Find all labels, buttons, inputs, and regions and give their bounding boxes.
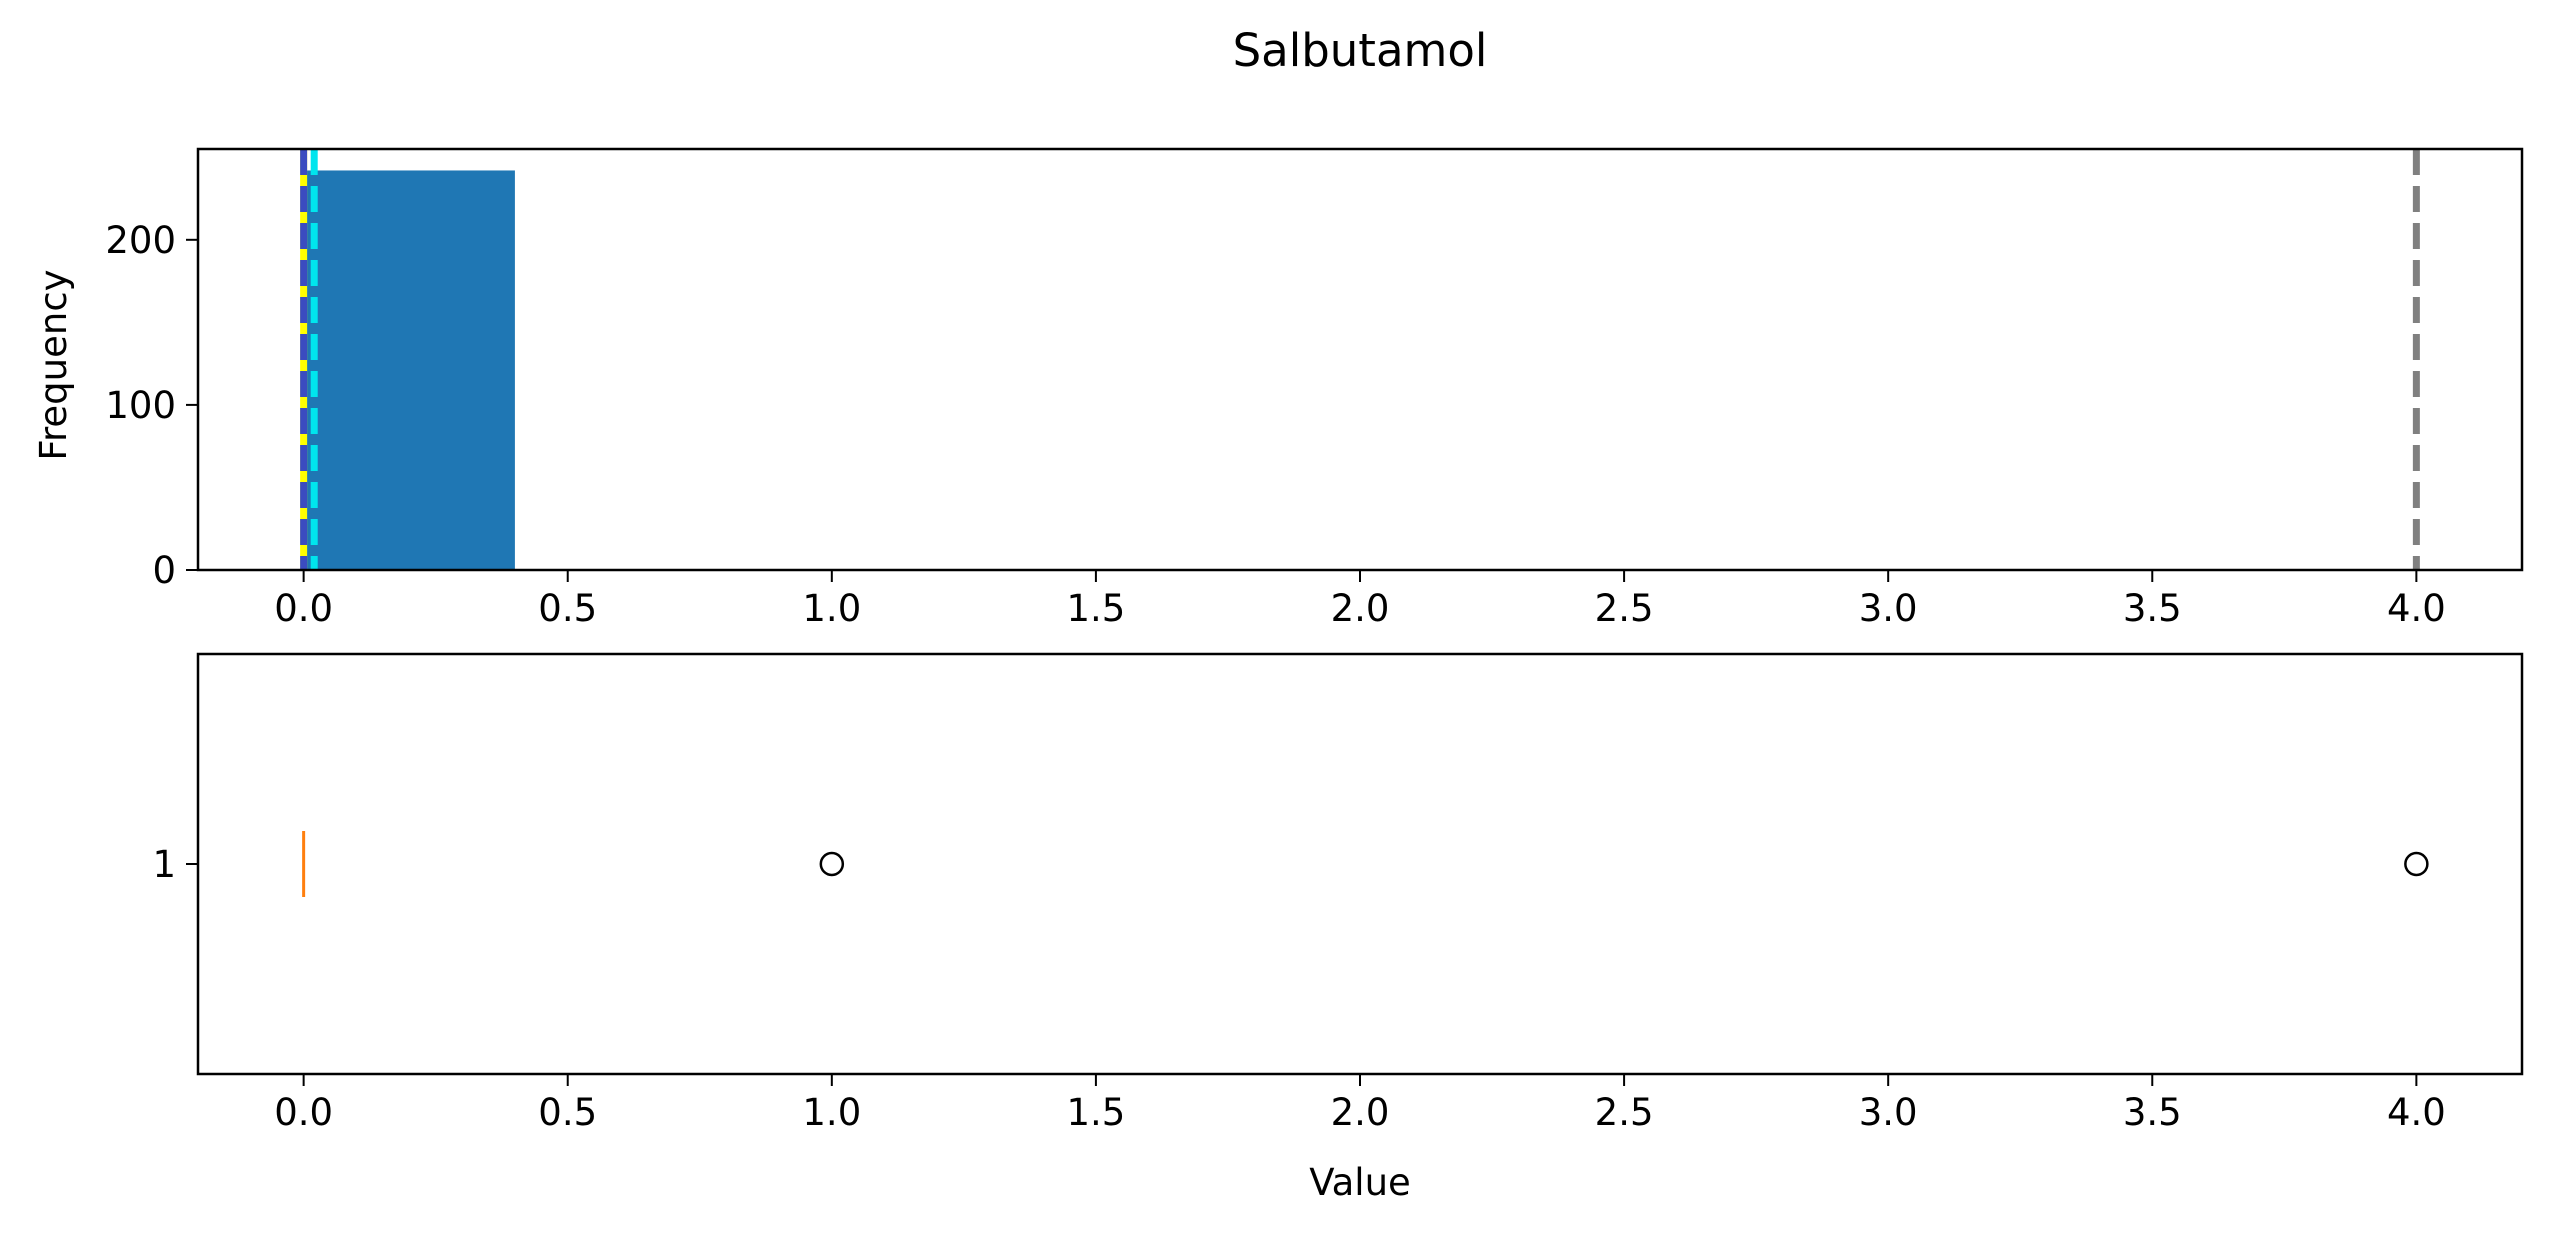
histogram-bar-0 (303, 170, 515, 570)
boxplot-x-tick-label: 3.0 (1859, 1091, 1918, 1134)
histogram-x-tick-label: 3.0 (1859, 587, 1918, 630)
histogram-y-axis-label: Frequency (32, 269, 75, 460)
histogram-x-tick-label: 1.5 (1066, 587, 1125, 630)
histogram-x-tick-label: 0.5 (538, 587, 597, 630)
histogram-x-tick-label: 2.5 (1595, 587, 1654, 630)
histogram-x-tick-label: 2.0 (1331, 587, 1390, 630)
boxplot-x-axis-label: Value (1309, 1161, 1411, 1204)
histogram-x-tick-label: 4.0 (2387, 587, 2446, 630)
boxplot-x-tick-label: 2.0 (1331, 1091, 1390, 1134)
histogram-y-tick-label: 100 (105, 384, 176, 427)
boxplot-outlier-0 (819, 851, 845, 877)
histogram-x-tick-label: 0.0 (274, 587, 333, 630)
histogram-x-tick-label: 3.5 (2123, 587, 2182, 630)
boxplot-outlier-1 (2404, 851, 2429, 877)
boxplot-x-tick-label: 0.5 (538, 1091, 597, 1134)
boxplot-frame (196, 652, 2524, 1076)
histogram-panel: 0.0 0.5 1.0 1.5 2.0 2.5 3.0 3.5 4.0 0 100 200 (105, 147, 2524, 630)
boxplot-panel: 0.0 0.5 1.0 1.5 2.0 2.5 3.0 3.5 4.0 1 (152, 652, 2524, 1134)
boxplot-x-tick-label: 3.5 (2123, 1091, 2182, 1134)
histogram-y-tick-label: 200 (105, 219, 176, 262)
boxplot-x-tick-label: 2.5 (1595, 1091, 1654, 1134)
boxplot-y-tick-label: 1 (152, 843, 176, 886)
boxplot-x-tick-label: 1.5 (1066, 1091, 1125, 1134)
boxplot-x-tick-label: 1.0 (802, 1091, 861, 1134)
boxplot-x-tick-label: 0.0 (274, 1091, 333, 1134)
boxplot-x-tick-label: 4.0 (2387, 1091, 2446, 1134)
histogram-x-tick-label: 1.0 (802, 587, 861, 630)
histogram-y-tick-label: 0 (152, 549, 176, 592)
histogram-frame (196, 147, 2524, 572)
chart-title: Salbutamol (1233, 24, 1488, 77)
